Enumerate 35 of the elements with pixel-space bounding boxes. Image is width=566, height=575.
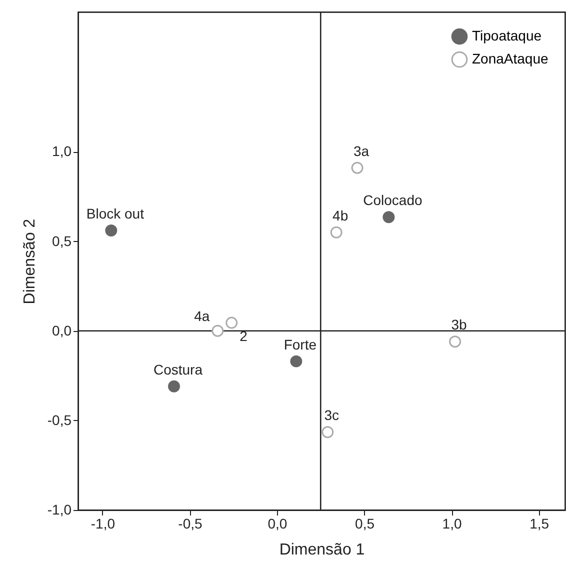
annotation: Block out [86,206,144,222]
x-axis-title: Dimensão 1 [279,542,365,558]
point [322,426,334,438]
annotation: 4b [332,207,348,224]
point [330,226,342,238]
point [212,324,224,337]
point [226,316,238,329]
x-tick-label: -0,5 [178,516,202,532]
x-tick-label: 1,0 [442,516,462,532]
legend-label: Tipoataque [472,28,542,44]
y-tick-label: 0,0 [52,322,72,338]
point [290,355,302,368]
y-tick-label: 1,0 [52,143,72,160]
annotation: 3c [324,407,340,424]
legend-label: ZonaAtaque [472,50,548,66]
x-tick-label: -1,0 [90,516,116,532]
y-axis-title: Dimensão 2 [21,218,38,304]
annotation: 3b [451,316,468,333]
x-tick-label: 0,5 [355,516,375,532]
annotation: 2 [240,328,248,344]
point [168,380,180,392]
x-tick-label: 0,0 [268,516,288,532]
annotation: 4a [194,308,210,324]
annotation: Costura [153,361,203,378]
annotation: Forte [284,336,317,352]
annotation: 3a [353,142,370,159]
y-tick-label: -0,5 [47,412,72,428]
point [382,211,395,224]
x-tick-label: 1,5 [530,516,550,532]
y-tick-label: -1,0 [47,502,72,518]
point [449,336,462,348]
y-tick-label: 0,5 [52,232,72,249]
point [105,224,118,237]
point [351,162,364,174]
annotation: Colocado [363,192,422,208]
